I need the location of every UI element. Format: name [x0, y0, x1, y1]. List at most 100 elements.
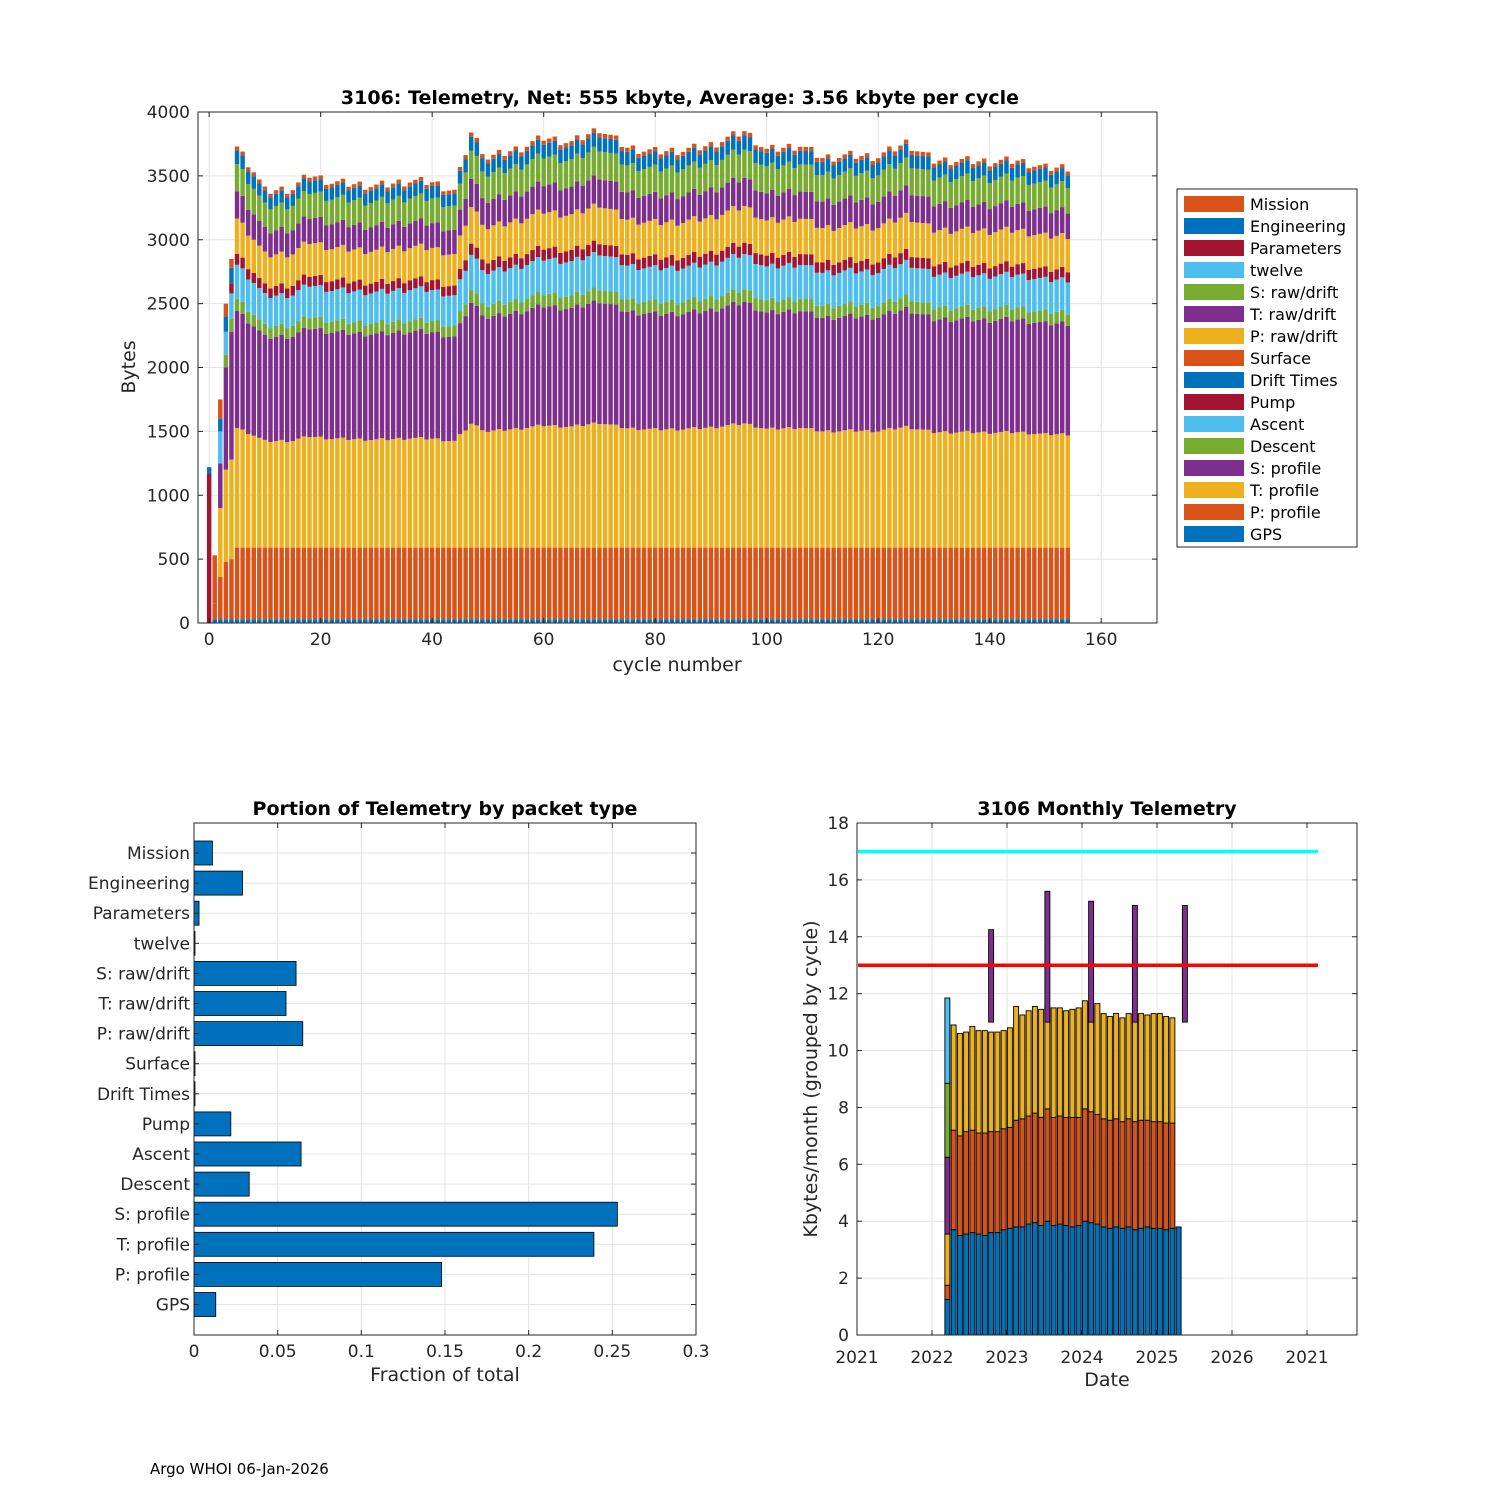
bar-segment	[703, 298, 708, 311]
bar-segment	[1026, 280, 1031, 313]
bar-segment	[625, 311, 630, 429]
bar-segment	[429, 332, 435, 439]
bar-segment	[563, 188, 569, 216]
bar-segment	[731, 206, 736, 243]
legend-label: Parameters	[1250, 239, 1342, 258]
bar-segment	[413, 330, 418, 438]
bar-segment	[586, 256, 591, 292]
bar-segment	[703, 218, 708, 254]
y-axis-label: Bytes	[118, 340, 140, 393]
bar-segment	[608, 424, 613, 548]
bar-segment	[1032, 268, 1037, 280]
bar-segment	[758, 254, 764, 266]
bar-segment	[468, 136, 474, 151]
bar-segment	[747, 243, 753, 256]
bar-segment	[770, 547, 775, 620]
bar-segment	[502, 271, 507, 305]
bar-segment	[931, 206, 937, 233]
bar-segment	[658, 619, 664, 623]
bar-segment	[340, 619, 346, 623]
bar-segment	[937, 160, 942, 165]
cycle-bar	[608, 134, 613, 623]
fraction-bar	[193, 870, 243, 896]
bar-segment	[691, 147, 697, 162]
bar-segment	[636, 547, 641, 620]
bar-segment	[764, 193, 769, 221]
bar-segment	[920, 619, 926, 623]
bar-segment	[647, 149, 652, 154]
bar-segment	[731, 289, 736, 303]
bar-segment	[602, 208, 608, 245]
bar-segment	[981, 547, 987, 620]
bar-segment	[296, 182, 301, 187]
bar-segment	[424, 200, 429, 226]
month-bar	[1063, 1010, 1070, 1336]
bar-segment	[669, 151, 675, 166]
bar-segment	[307, 437, 312, 548]
bar-segment	[1015, 203, 1020, 231]
cycle-bar	[836, 157, 842, 623]
bar-segment	[820, 175, 825, 202]
bar-segment	[736, 547, 742, 620]
bar-segment	[547, 306, 552, 426]
bar-segment	[775, 619, 781, 623]
bar-segment	[1043, 163, 1048, 168]
bar-segment	[825, 158, 831, 172]
bar-segment	[781, 254, 786, 266]
bar-segment	[848, 547, 853, 620]
bar-segment	[970, 619, 976, 623]
bar-segment	[814, 431, 820, 548]
bar-segment	[1004, 156, 1009, 161]
y-tick-label: 3000	[147, 231, 190, 251]
bar-segment	[379, 438, 385, 548]
bar-segment	[519, 547, 524, 620]
bar-segment	[552, 182, 558, 211]
bar-segment	[1026, 172, 1031, 185]
bar-segment	[954, 205, 959, 232]
bar-segment	[535, 424, 541, 548]
bar-segment	[675, 225, 680, 261]
bar-segment	[558, 310, 563, 428]
bar-segment	[942, 619, 948, 623]
bar-segment	[975, 1132, 982, 1235]
bar-segment	[240, 168, 245, 196]
bar-segment	[664, 429, 669, 548]
bar-segment	[446, 547, 452, 620]
bar-segment	[563, 296, 569, 310]
y-tick-label: S: profile	[114, 1205, 190, 1225]
bar-segment	[1063, 1225, 1070, 1336]
bar-segment	[591, 422, 597, 548]
bar-segment	[368, 335, 374, 441]
bar-segment	[719, 159, 725, 188]
bar-segment	[820, 547, 825, 620]
bar-segment	[1054, 210, 1059, 236]
bar-segment	[240, 151, 245, 156]
bar-segment	[1009, 167, 1015, 181]
bar-segment	[508, 313, 513, 430]
bar-segment	[457, 547, 463, 620]
month-bar	[988, 1031, 995, 1336]
bar-segment	[619, 151, 624, 165]
x-tick-label: 0.1	[348, 1342, 375, 1362]
bar-segment	[714, 254, 719, 266]
bar-segment	[1156, 1013, 1163, 1123]
y-tick-label: 2500	[147, 295, 190, 315]
bar-segment	[675, 270, 680, 305]
bar-segment	[954, 432, 959, 548]
bar-segment	[714, 311, 719, 429]
bar-segment	[552, 257, 558, 293]
bar-segment	[1054, 235, 1059, 270]
bar-segment	[625, 165, 630, 193]
bar-segment	[931, 321, 937, 434]
bar-segment	[608, 304, 613, 425]
bar-segment	[424, 185, 429, 189]
bar-segment	[864, 197, 870, 225]
bar-segment	[1009, 309, 1015, 322]
bar-segment	[218, 431, 223, 464]
bar-segment	[641, 268, 647, 302]
bar-segment	[898, 145, 903, 150]
bar-segment	[613, 619, 619, 623]
bar-segment	[636, 197, 641, 225]
bar-segment	[245, 209, 251, 236]
bar-segment	[742, 289, 747, 302]
